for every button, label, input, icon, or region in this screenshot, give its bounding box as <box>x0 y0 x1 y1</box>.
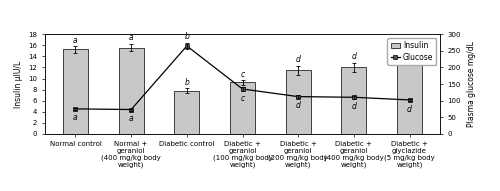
Text: d: d <box>352 52 356 61</box>
Text: b: b <box>184 32 190 41</box>
Text: b: b <box>184 78 190 87</box>
Bar <box>118 48 144 134</box>
Bar <box>174 91 200 134</box>
Text: d: d <box>296 101 300 110</box>
Bar <box>397 58 422 134</box>
Y-axis label: Plasma glucose mg/dL: Plasma glucose mg/dL <box>466 41 475 127</box>
Text: a: a <box>129 114 134 123</box>
Text: d: d <box>352 102 356 111</box>
Text: a: a <box>73 36 78 45</box>
Text: d: d <box>407 104 412 114</box>
Text: c: c <box>240 70 244 79</box>
Bar <box>286 70 310 134</box>
Text: d: d <box>407 44 412 53</box>
Legend: Insulin, Glucose: Insulin, Glucose <box>388 38 436 65</box>
Text: a: a <box>129 33 134 42</box>
Text: a: a <box>73 113 78 122</box>
Bar <box>63 49 88 134</box>
Bar <box>230 82 255 134</box>
Bar <box>342 67 366 134</box>
Text: c: c <box>240 94 244 103</box>
Y-axis label: Insulin μIU/L: Insulin μIU/L <box>14 60 23 108</box>
Text: d: d <box>296 55 300 64</box>
